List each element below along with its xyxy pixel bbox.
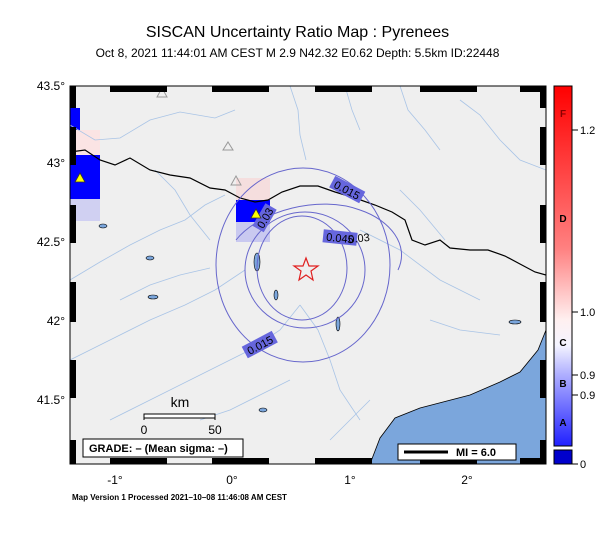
mi-text: MI = 6.0 (456, 447, 496, 459)
scale-label: 50 (208, 423, 222, 437)
colorbar-value: 0 (580, 459, 586, 471)
lon-label: 2° (461, 473, 473, 487)
contour-label: 0.045 (326, 232, 355, 247)
grade-letter: F (560, 109, 566, 120)
grade-letter: B (559, 379, 566, 390)
station-triangle-icon (74, 172, 86, 183)
frame-ticks (70, 86, 546, 464)
coastline (369, 329, 546, 464)
lat-label: 42° (47, 314, 65, 328)
colorbar-value: 1.2 (580, 125, 595, 137)
station-triangle-icon (230, 174, 242, 186)
stations (74, 86, 262, 219)
colorbar-min-swatch (553, 449, 573, 465)
scale-bar: km 0 50 (141, 394, 222, 437)
lat-label: 43° (47, 156, 65, 170)
lat-label: 41.5° (37, 393, 65, 407)
contour-label: 0.03 (348, 232, 371, 246)
lon-label: 1° (344, 473, 356, 487)
footer-text: Map Version 1 Processed 2021–10–08 11:46… (72, 493, 287, 502)
colorbar-value: 0.9 (580, 390, 595, 402)
grade-letter: A (559, 418, 566, 429)
map-title: SISCAN Uncertainty Ratio Map : Pyrenees (145, 24, 450, 41)
contour-labels: 0.015 0.03 0.045 0.03 0.015 (241, 175, 371, 359)
lon-label: 0° (226, 473, 238, 487)
station-triangle-icon (156, 86, 168, 98)
lat-label: 43.5° (37, 79, 65, 93)
colorbar-value: 1.0 (580, 307, 595, 319)
rivers (70, 86, 546, 441)
mi-legend: MI = 6.0 (397, 443, 517, 461)
grade-letter: C (559, 338, 566, 349)
cell-blue (70, 108, 80, 130)
grade-text: GRADE: – (Mean sigma: –) (89, 443, 228, 455)
cell-pale-red (236, 178, 270, 200)
uncertainty-contours (215, 167, 403, 363)
map-frame (69, 85, 547, 465)
mediterranean-sea (370, 330, 546, 464)
epicenter-star-icon (292, 256, 320, 282)
country-border (70, 149, 546, 276)
event-info: Oct 8, 2021 11:44:01 AM CEST M 2.9 N42.3… (95, 46, 500, 60)
station-triangle-icon (250, 208, 262, 219)
lon-label: -1° (107, 473, 123, 487)
cell-light-blue (70, 199, 100, 221)
scale-label: 0 (141, 423, 148, 437)
scale-unit: km (171, 394, 190, 410)
colorbar-value: 0.9 (580, 370, 595, 382)
lat-label: 42.5° (37, 235, 65, 249)
grade-box: GRADE: – (Mean sigma: –) (82, 438, 244, 458)
station-triangle-icon (222, 141, 234, 151)
colorbar: F D C B A 1.2 1.0 0.9 0.9 0 (553, 85, 595, 471)
grade-letter: D (559, 214, 566, 225)
